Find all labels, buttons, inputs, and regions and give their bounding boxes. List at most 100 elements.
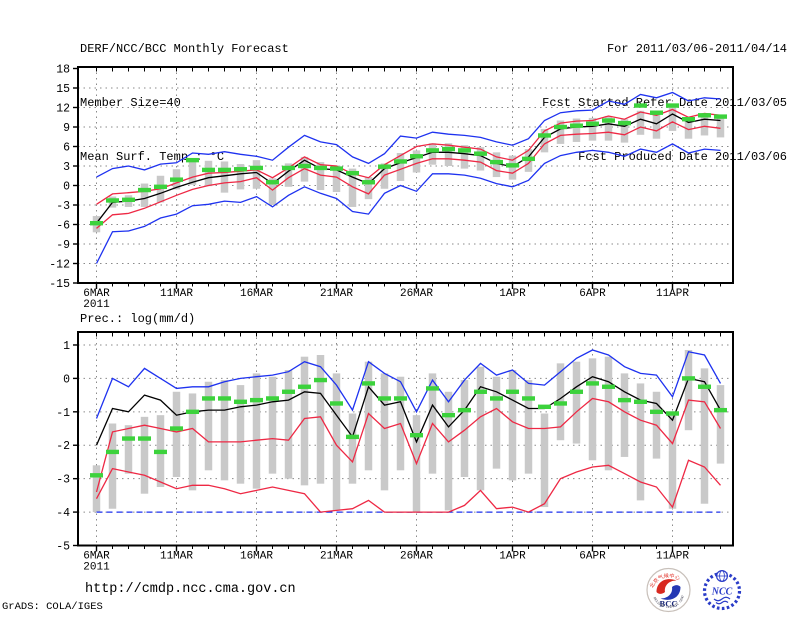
observation-dash [458, 407, 471, 413]
ensemble-spread-bar [508, 370, 517, 481]
ensemble-spread-bar [396, 153, 405, 181]
observation-dash [282, 165, 295, 171]
x-tick-label: 11APR [656, 288, 689, 300]
observation-dash [170, 426, 183, 431]
ensemble-max-line [95, 349, 722, 419]
observation-dash [666, 103, 679, 108]
y-tick-label: 3 [63, 161, 70, 174]
bcc-logo-label: BCC [660, 599, 678, 609]
y-tick-label: -2 [56, 440, 70, 453]
observation-dash [298, 163, 311, 169]
ensemble-spread-bar [252, 160, 261, 189]
ensemble-spread-bar [268, 178, 277, 205]
x-tick-label: 6MAR [83, 288, 110, 300]
observation-dash [138, 436, 151, 441]
ensemble-spread-bar [92, 465, 101, 513]
x-tick-label: 1APR [499, 288, 526, 300]
observation-dash [586, 121, 599, 126]
ensemble-spread-bar [540, 413, 549, 508]
ensemble-spread-bar [140, 416, 149, 494]
x-tick-label: 6APR [579, 551, 606, 563]
ensemble-spread-bar [332, 373, 341, 511]
ensemble-spread-bar [188, 158, 197, 185]
observation-dash [554, 401, 567, 406]
x-tick-label: 6APR [579, 288, 606, 300]
observation-dash [474, 389, 487, 394]
observation-dash [186, 409, 199, 415]
page-title: DERF/NCC/BCC Monthly Forecast [80, 42, 289, 56]
ensemble-spread-bar [684, 349, 693, 431]
ensemble-spread-bar [348, 168, 357, 207]
ncc-logo-label: NCC [711, 587, 733, 598]
precipitation-chart-title: Prec.: log(mm/d) [80, 312, 196, 326]
ensemble-spread-bar [476, 147, 485, 171]
ensemble-spread-bar [524, 380, 533, 474]
ensemble-mean-line [95, 375, 722, 446]
ensemble-spread-bar [236, 164, 245, 190]
ensemble-spread-bar [204, 381, 213, 471]
observation-dash [122, 197, 135, 202]
observation-dash [394, 396, 407, 401]
ensemble-spread-bar [588, 358, 597, 461]
y-tick-label: -6 [56, 220, 70, 233]
ensemble-spread-bar [588, 117, 597, 141]
observation-dash [650, 110, 663, 115]
observation-dash [170, 177, 183, 182]
x-tick-label: 21MAR [320, 288, 353, 300]
observation-dash [234, 167, 247, 172]
y-tick-label: 0 [63, 181, 70, 194]
lower-quartile-line [95, 459, 721, 513]
observation-dash [506, 163, 519, 168]
ensemble-spread-bar [380, 373, 389, 491]
observation-dash [698, 384, 711, 389]
ensemble-spread-bar [492, 152, 501, 178]
x-tick-label: 11MAR [160, 288, 193, 300]
x-tick-label: 11APR [656, 551, 689, 563]
ensemble-spread-bar [124, 425, 133, 474]
observation-dash [362, 381, 375, 386]
ensemble-spread-bar [220, 161, 229, 193]
observation-dash [490, 159, 503, 165]
member-size-label: Member Size=40 [80, 96, 181, 110]
observation-dash [634, 399, 647, 404]
observation-dash [330, 166, 343, 171]
observation-dash [538, 404, 551, 410]
observation-dash [714, 114, 727, 119]
grads-credit: GrADS: COLA/IGES [2, 601, 103, 613]
plot-frame [77, 66, 734, 284]
ensemble-spread-bar [316, 355, 325, 484]
x-tick-label: 21MAR [320, 551, 353, 563]
observation-dash [570, 389, 583, 394]
ensemble-spread-bar [700, 368, 709, 504]
ensemble-spread-bar [364, 361, 373, 471]
observation-dash [250, 397, 263, 403]
plot-frame [77, 331, 734, 547]
ensemble-spread-bar [620, 373, 629, 457]
observation-dash [202, 396, 215, 401]
observation-dash [346, 434, 359, 440]
y-tick-label: 1 [63, 340, 70, 353]
x-tick-label: 6MAR [83, 551, 110, 563]
observation-dash [266, 396, 279, 401]
observation-dash [682, 376, 695, 381]
ensemble-spread-bar [684, 117, 693, 139]
ensemble-spread-bar [636, 383, 645, 501]
ensemble-spread-bar [108, 423, 117, 509]
ensemble-spread-bar [220, 380, 229, 481]
observation-dash [234, 399, 247, 404]
y-tick-label: -3 [56, 200, 70, 213]
ensemble-spread-bar [556, 120, 565, 144]
ensemble-spread-bar [316, 162, 325, 191]
observation-dash [394, 159, 407, 164]
ensemble-spread-bar [348, 413, 357, 484]
x-tick-label: 1APR [499, 551, 526, 563]
x-tick-year-label: 2011 [83, 562, 110, 574]
observation-dash [378, 396, 391, 401]
observation-dash [346, 170, 359, 176]
ensemble-spread-bar [668, 413, 677, 509]
ensemble-spread-bar [476, 366, 485, 491]
observation-dash [186, 157, 199, 163]
observation-dash [218, 167, 231, 173]
